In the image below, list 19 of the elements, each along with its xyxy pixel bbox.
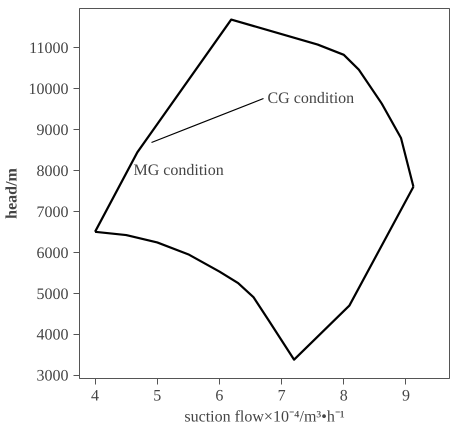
y-tick-label: 8000	[36, 162, 68, 180]
x-tick-label: 8	[340, 388, 348, 404]
y-tick-label: 11000	[29, 40, 68, 57]
y-tick-label: 10000	[28, 80, 68, 98]
y-tick-label: 3000	[36, 368, 68, 385]
x-axis-title: suction flow×10⁻⁴/m³•h⁻¹	[184, 408, 345, 426]
x-tick-label: 5	[153, 388, 162, 404]
annotation: CG condition	[268, 90, 354, 107]
x-tick-label: 6	[215, 388, 224, 404]
y-tick-label: 4000	[36, 326, 68, 344]
annotation: MG condition	[134, 162, 224, 179]
y-axis-title: head/m	[4, 167, 20, 219]
y-tick-label: 7000	[36, 204, 68, 221]
y-tick-label: 6000	[36, 244, 68, 262]
y-tick-label: 5000	[36, 286, 68, 303]
x-tick-label: 7	[278, 388, 286, 404]
x-tick-label: 9	[402, 388, 410, 404]
x-tick-label: 4	[91, 388, 100, 404]
y-tick-label: 9000	[36, 122, 68, 139]
